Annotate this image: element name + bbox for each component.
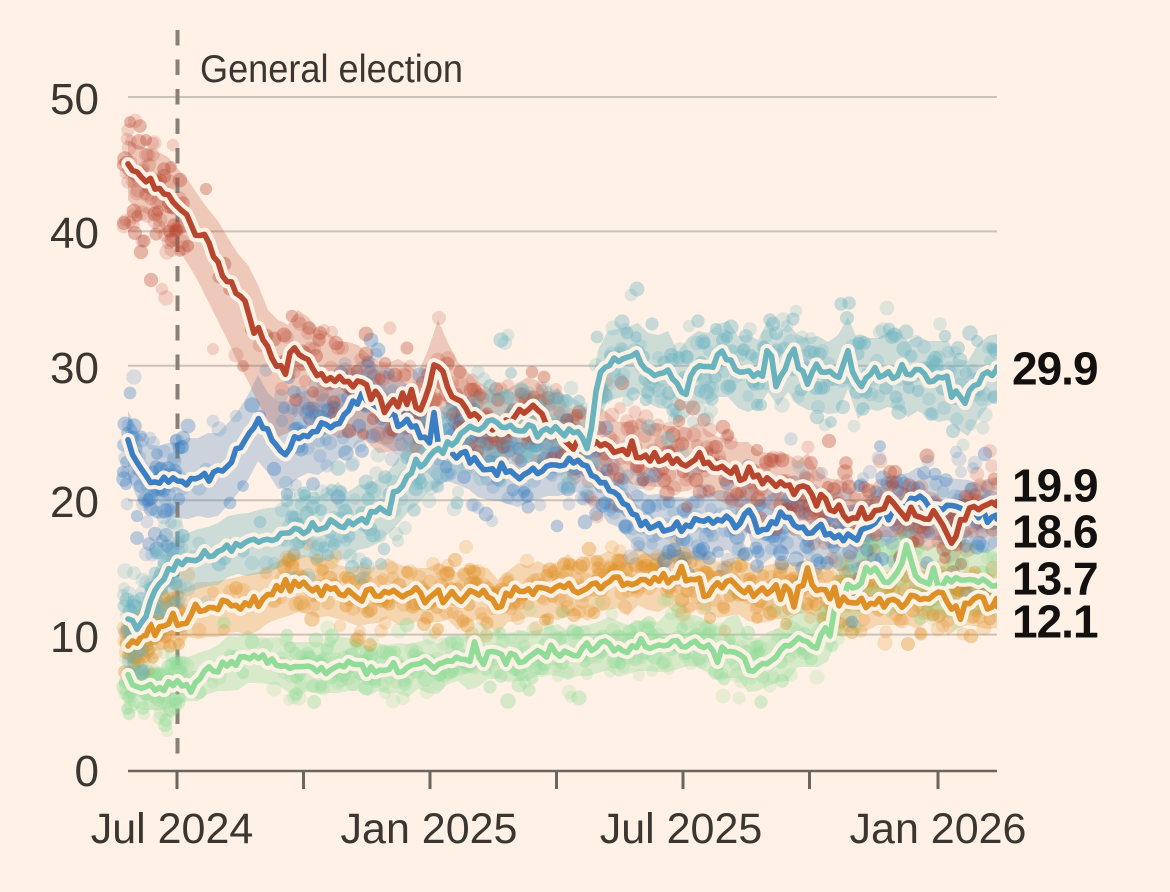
svg-text:20: 20: [50, 478, 99, 527]
svg-text:50: 50: [50, 75, 99, 124]
svg-text:Jul 2025: Jul 2025: [600, 805, 763, 853]
svg-text:General election: General election: [200, 48, 463, 91]
svg-text:10: 10: [50, 613, 99, 662]
svg-text:Jan 2026: Jan 2026: [850, 805, 1027, 853]
svg-text:18.6: 18.6: [1012, 506, 1098, 558]
svg-text:40: 40: [50, 209, 99, 258]
svg-text:19.9: 19.9: [1012, 460, 1098, 512]
svg-text:Jan 2025: Jan 2025: [341, 805, 518, 853]
svg-text:29.9: 29.9: [1012, 343, 1098, 395]
svg-text:30: 30: [50, 344, 99, 393]
svg-text:0: 0: [75, 747, 99, 796]
svg-text:Jul 2024: Jul 2024: [91, 805, 254, 853]
svg-text:12.1: 12.1: [1012, 596, 1098, 648]
